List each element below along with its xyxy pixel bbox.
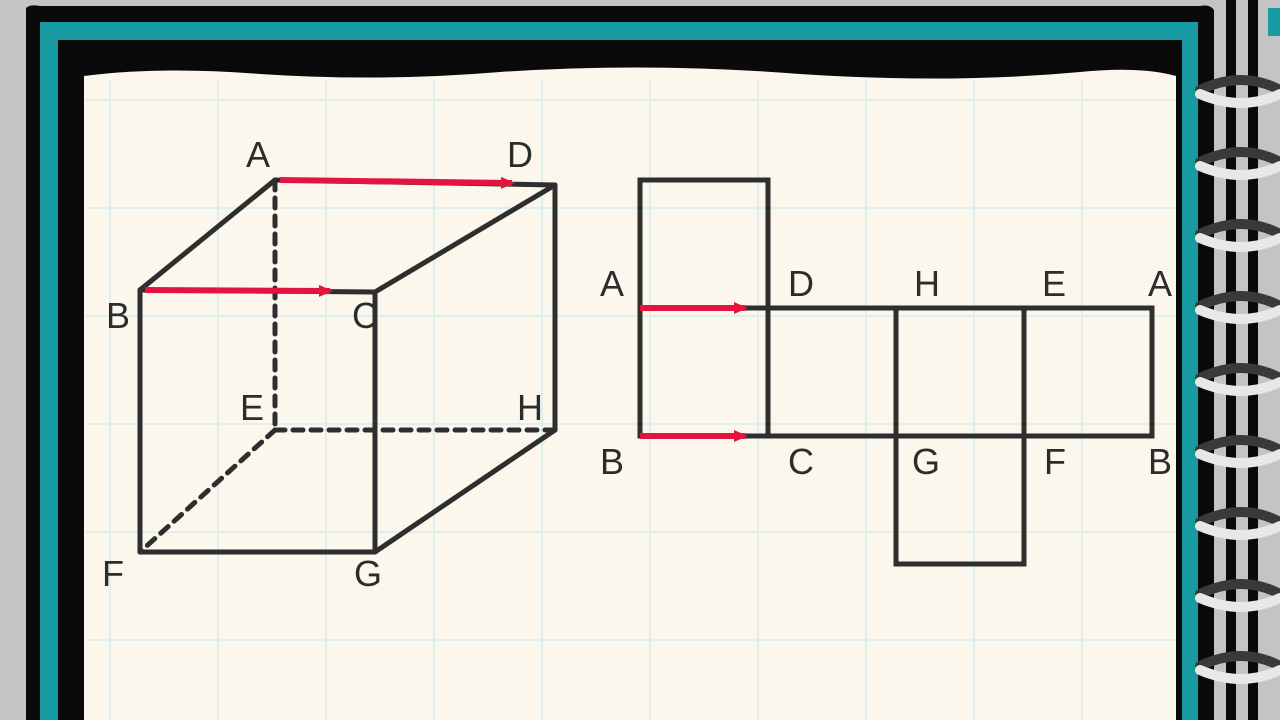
cube-label: G: [354, 553, 382, 594]
cube-label: F: [102, 553, 124, 594]
net-label: C: [788, 441, 814, 482]
cube-arrow: [145, 290, 330, 291]
net-label: D: [788, 263, 814, 304]
cube-label: H: [517, 387, 543, 428]
diagram-root: A D B C E H F G A D H E A B C G F B: [0, 0, 1280, 720]
net-label: E: [1042, 263, 1066, 304]
next-page-edge: [1268, 8, 1280, 36]
net-label: B: [1148, 441, 1172, 482]
cube-label: E: [240, 387, 264, 428]
cube-arrow: [280, 180, 512, 183]
cube-label: C: [352, 295, 378, 336]
net-label: F: [1044, 441, 1066, 482]
cube-label: A: [246, 134, 270, 175]
net-label: A: [600, 263, 624, 304]
cube-label: D: [507, 134, 533, 175]
diagram-svg: A D B C E H F G A D H E A B C G F B: [0, 0, 1280, 720]
net-label: H: [914, 263, 940, 304]
net-label: B: [600, 441, 624, 482]
net-label: A: [1148, 263, 1172, 304]
net-label: G: [912, 441, 940, 482]
cube-label: B: [106, 295, 130, 336]
